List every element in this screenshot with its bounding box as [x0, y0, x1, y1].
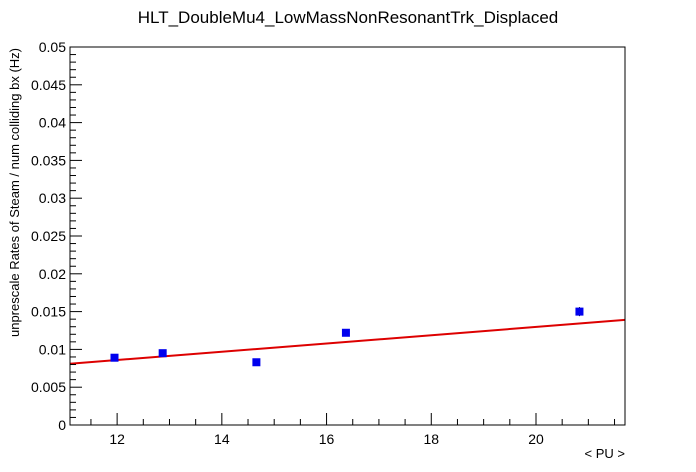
- x-axis-label: < PU >: [585, 446, 625, 461]
- fit-line: [69, 318, 626, 365]
- y-axis-label: unprescale Rates of Steam / num collidin…: [7, 48, 22, 337]
- points-layer: [110, 307, 584, 367]
- y-tick-label: 0.035: [31, 152, 66, 168]
- y-tick-label: 0: [58, 417, 66, 433]
- y-tick-label: 0.05: [39, 39, 66, 55]
- y-tick-label: 0.01: [39, 341, 66, 357]
- y-tick-label: 0.025: [31, 228, 66, 244]
- y-tick-label: 0.03: [39, 190, 66, 206]
- fit-layer: [69, 318, 626, 365]
- x-tick-label: 18: [423, 431, 439, 447]
- x-tick-label: 16: [319, 431, 335, 447]
- y-tick-label: 0.045: [31, 77, 66, 93]
- data-point: [341, 328, 350, 337]
- y-tick-label: 0.02: [39, 266, 66, 282]
- data-point: [110, 353, 119, 362]
- axes: 0 0.005 0.01 0.015 0.02 0.025 0.03 0.035 0.04 0.0…: [31, 39, 626, 447]
- data-point: [158, 349, 167, 358]
- x-tick-label: 20: [528, 431, 544, 447]
- y-tick-label: 0.005: [31, 379, 66, 395]
- y-tick-label: 0.015: [31, 304, 66, 320]
- x-tick-label: 12: [109, 431, 125, 447]
- data-point: [575, 307, 584, 316]
- y-tick-label: 0.04: [39, 115, 66, 131]
- plot-frame: [69, 46, 626, 426]
- chart-title: HLT_DoubleMu4_LowMassNonResonantTrk_Disp…: [138, 8, 558, 27]
- x-tick-label: 14: [214, 431, 230, 447]
- data-point: [252, 358, 261, 367]
